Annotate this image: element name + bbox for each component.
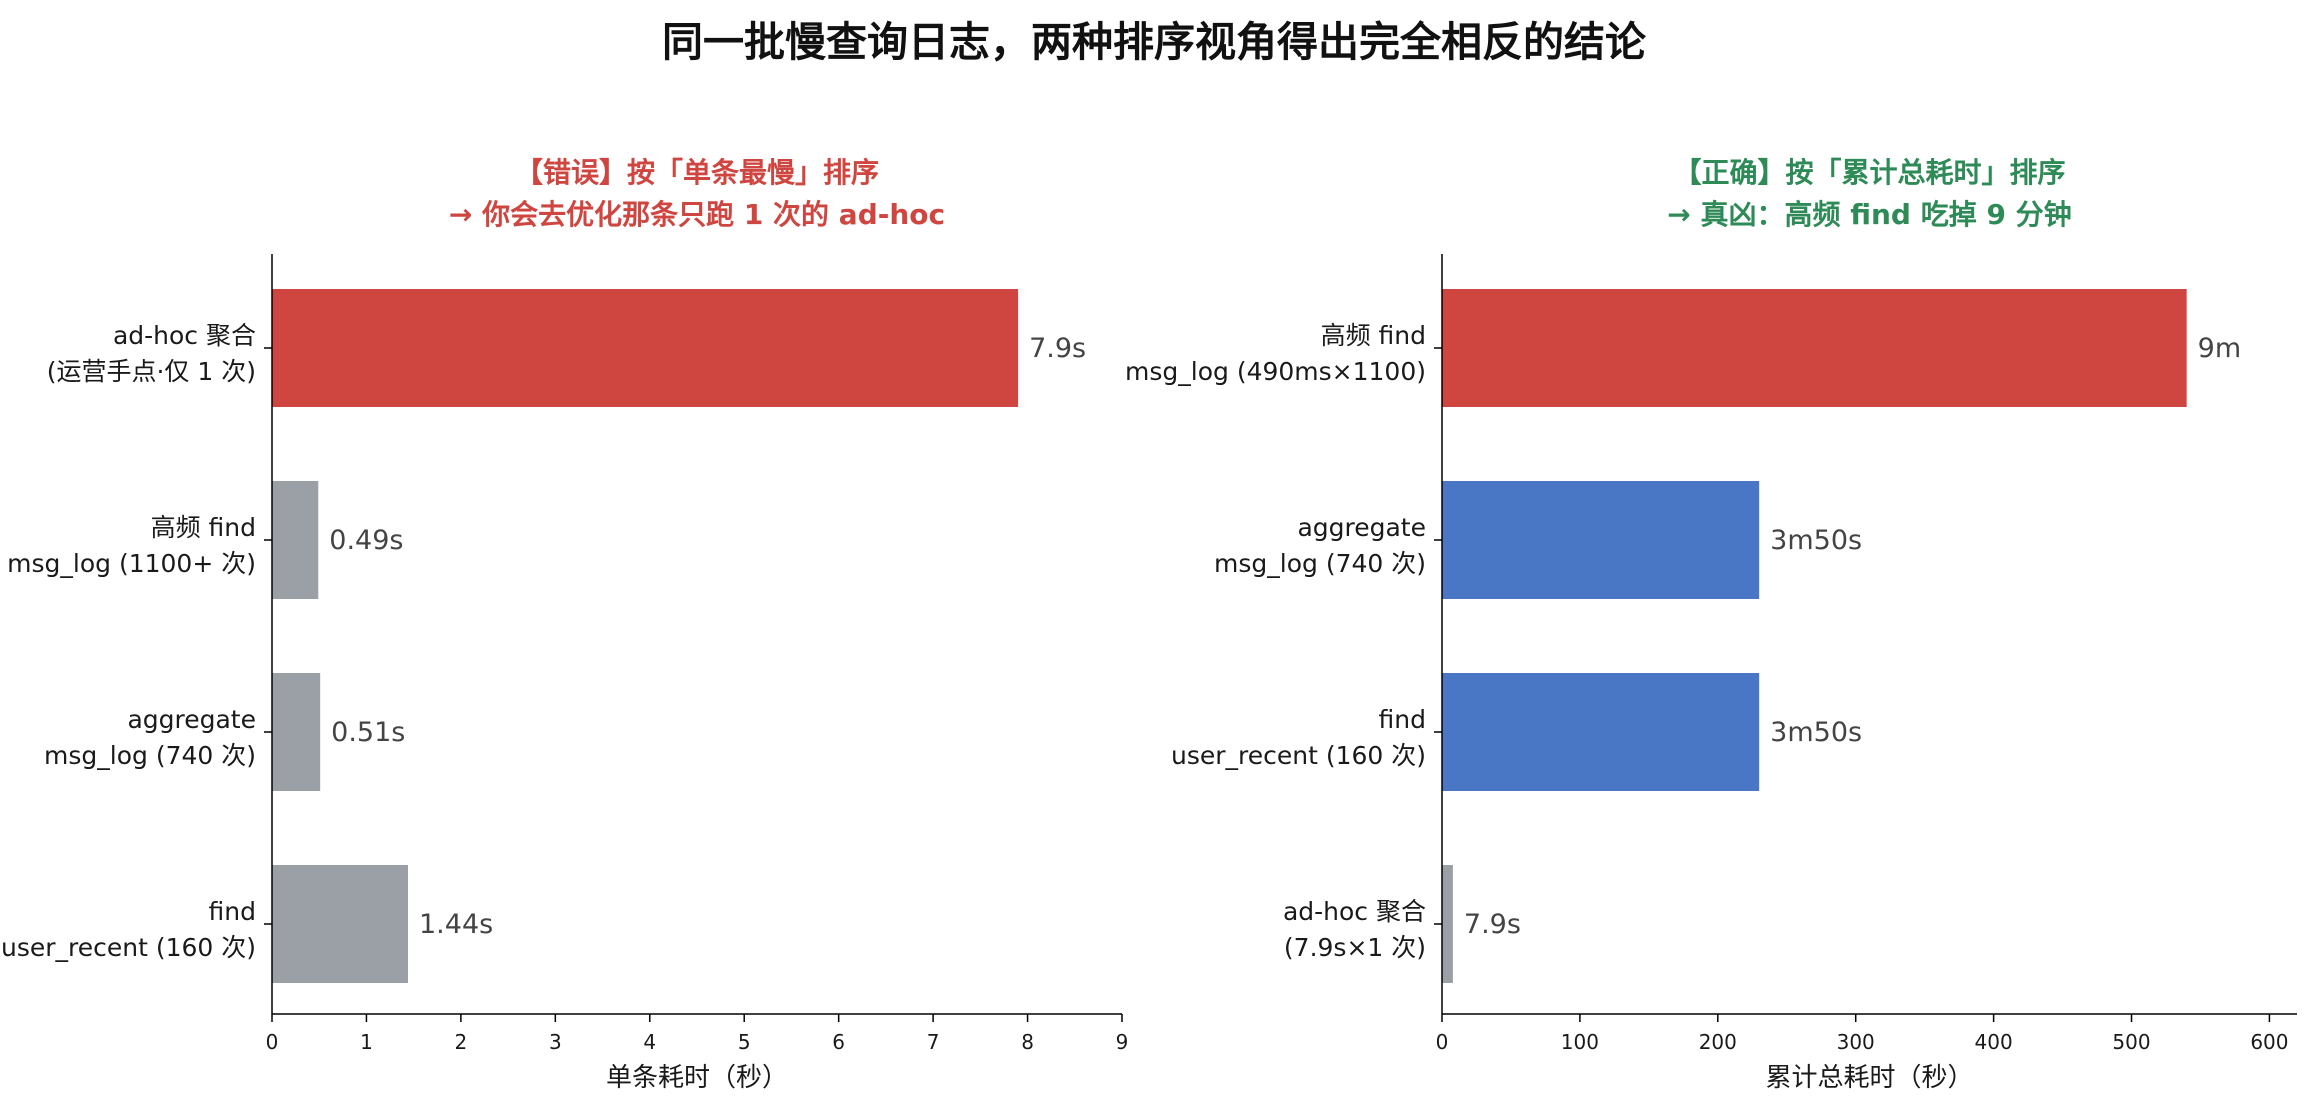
category-label-line1: aggregate xyxy=(1297,513,1426,542)
data-label: 1.44s xyxy=(419,909,493,940)
main-title: 同一批慢查询日志，两种排序视角得出完全相反的结论 xyxy=(662,18,1646,66)
x-tick-label: 6 xyxy=(832,1030,845,1054)
data-label: 9m xyxy=(2198,333,2241,364)
x-axis-label: 单条耗时（秒） xyxy=(606,1063,788,1093)
category-label-line2: msg_log (1100+ 次) xyxy=(7,549,256,578)
bar xyxy=(272,865,408,983)
bar xyxy=(272,289,1019,407)
chart-panel-1: 【错误】按「单条最慢」排序 → 你会去优化那条只跑 1 次的 ad-hoc 7.9s… xyxy=(1,156,1128,1093)
panel-subtitle: → 你会去优化那条只跑 1 次的 ad-hoc xyxy=(449,198,945,231)
data-label: 0.49s xyxy=(329,525,403,556)
data-label: 7.9s xyxy=(1029,333,1086,364)
category-label-line2: user_recent (160 次) xyxy=(1,933,256,962)
bar xyxy=(1442,673,1760,791)
x-tick-label: 0 xyxy=(266,1030,279,1054)
bar xyxy=(1442,289,2187,407)
x-tick-label: 0 xyxy=(1436,1030,1449,1054)
data-label: 7.9s xyxy=(1464,909,1521,940)
category-label-line2: msg_log (740 次) xyxy=(44,741,256,770)
panel-title: 【错误】按「单条最慢」排序 xyxy=(515,156,879,189)
x-tick-label: 3 xyxy=(549,1030,562,1054)
bar xyxy=(1442,481,1760,599)
x-tick-label: 8 xyxy=(1021,1030,1034,1054)
x-tick-label: 100 xyxy=(1561,1030,1599,1054)
data-label: 3m50s xyxy=(1770,525,1862,556)
x-tick-label: 1 xyxy=(360,1030,373,1054)
category-label-line2: (运营手点·仅 1 次) xyxy=(47,357,256,386)
x-tick-label: 400 xyxy=(1975,1030,2013,1054)
x-tick-label: 9 xyxy=(1116,1030,1129,1054)
category-label-line1: find xyxy=(209,897,256,926)
x-axis-label: 累计总耗时（秒） xyxy=(1765,1063,1973,1093)
x-tick-label: 300 xyxy=(1837,1030,1875,1054)
data-label: 0.51s xyxy=(331,717,405,748)
category-label-line1: ad-hoc 聚合 xyxy=(113,321,256,350)
category-label-line2: user_recent (160 次) xyxy=(1171,741,1426,770)
x-tick-label: 500 xyxy=(2112,1030,2150,1054)
x-tick-label: 600 xyxy=(2250,1030,2288,1054)
category-label-line2: (7.9s×1 次) xyxy=(1284,933,1426,962)
category-label-line1: aggregate xyxy=(127,705,256,734)
bar xyxy=(1442,865,1453,983)
x-tick-label: 4 xyxy=(643,1030,656,1054)
x-tick-label: 5 xyxy=(738,1030,751,1054)
bar xyxy=(272,481,319,599)
x-tick-label: 2 xyxy=(455,1030,468,1054)
panel-title: 【正确】按「累计总耗时」排序 xyxy=(1673,156,2065,189)
category-label-line1: ad-hoc 聚合 xyxy=(1283,897,1426,926)
panel-subtitle: → 真凶：高频 find 吃掉 9 分钟 xyxy=(1667,198,2071,231)
category-label-line2: msg_log (740 次) xyxy=(1214,549,1426,578)
category-label-line1: find xyxy=(1379,705,1426,734)
data-label: 3m50s xyxy=(1770,717,1862,748)
category-label-line1: 高频 find xyxy=(1321,321,1426,350)
category-label-line1: 高频 find xyxy=(151,513,256,542)
bar xyxy=(272,673,321,791)
x-tick-label: 7 xyxy=(927,1030,940,1054)
x-tick-label: 200 xyxy=(1699,1030,1737,1054)
category-label-line2: msg_log (490ms×1100) xyxy=(1125,357,1426,386)
chart-panel-2: 【正确】按「累计总耗时」排序 → 真凶：高频 find 吃掉 9 分钟 9m 高频 f… xyxy=(1125,156,2297,1093)
